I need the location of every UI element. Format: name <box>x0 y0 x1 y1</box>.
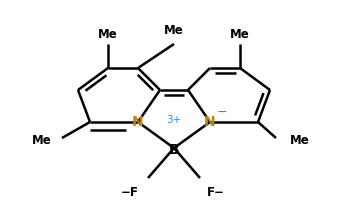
Text: N: N <box>132 115 144 129</box>
Text: Me: Me <box>98 27 118 40</box>
Text: −F: −F <box>121 185 139 198</box>
Text: −: − <box>217 105 227 118</box>
Text: B: B <box>169 143 179 157</box>
Text: Me: Me <box>164 23 184 36</box>
Text: Me: Me <box>32 133 52 147</box>
Text: 3+: 3+ <box>166 115 182 125</box>
Text: F−: F− <box>207 185 225 198</box>
Text: N: N <box>204 115 216 129</box>
Text: Me: Me <box>230 27 250 40</box>
Text: Me: Me <box>290 133 310 147</box>
